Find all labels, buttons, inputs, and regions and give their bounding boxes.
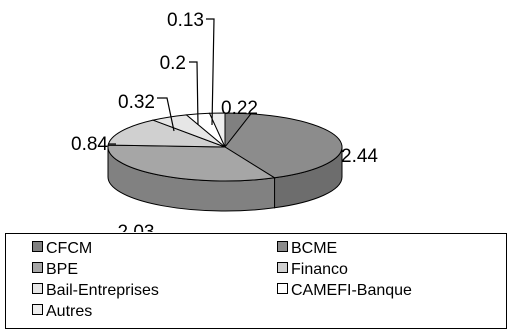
data-label-bail-entreprises: 0.32 [118,92,155,113]
data-label-bpe: 2.03 [118,222,155,232]
data-label-bcme: 2.44 [341,146,378,167]
leader-line-bail-entreprises [157,97,175,132]
leader-line-autres [206,18,215,126]
legend-item-bpe: BPE [32,261,78,279]
legend-item-camefi-banque: CAMEFI-Banque [277,282,412,300]
slice-bcme [224,113,343,179]
label-leader-lines [108,18,215,145]
data-label-camefi-banque: 0.2 [160,53,186,74]
data-label-financo: 0.84 [71,134,108,155]
data-label-autres: 0.13 [167,10,204,31]
legend-item-financo: Financo [277,261,348,279]
legend-label: BPE [46,261,79,278]
legend-label: CAMEFI-Banque [291,282,412,299]
legend-swatch [277,262,288,273]
legend-swatch [32,241,43,252]
legend-item-autres: Autres [32,303,92,321]
legend-swatch [277,283,288,294]
data-labels: 0.22 2.44 2.03 0.84 0.320.2 0.13 [71,10,378,232]
pie-slices [107,112,343,182]
leader-line-camefi-banque [189,61,199,126]
slice-bpe [107,144,276,182]
legend-swatch [32,283,43,294]
legend-swatch [32,262,43,273]
legend-label: Bail-Entreprises [46,282,159,299]
legend-label: BCME [291,240,338,257]
legend-swatch [277,241,288,252]
legend-label: Autres [46,303,93,320]
legend-label: CFCM [46,240,93,257]
legend: CFCM BCME BPE Financo Bail-Entreprises CAMEFI… [5,233,507,329]
data-label-cfcm: 0.22 [221,98,258,119]
slice-autres [208,112,226,148]
legend-item-cfcm: CFCM [32,240,92,258]
pie-chart: 0.22 2.44 2.03 0.84 0.320.2 0.13 [71,10,378,232]
legend-label: Financo [291,261,348,278]
legend-item-bail-entreprises: Bail-Entreprises [32,282,159,300]
legend-item-bcme: BCME [277,240,337,258]
legend-swatch [32,304,43,315]
